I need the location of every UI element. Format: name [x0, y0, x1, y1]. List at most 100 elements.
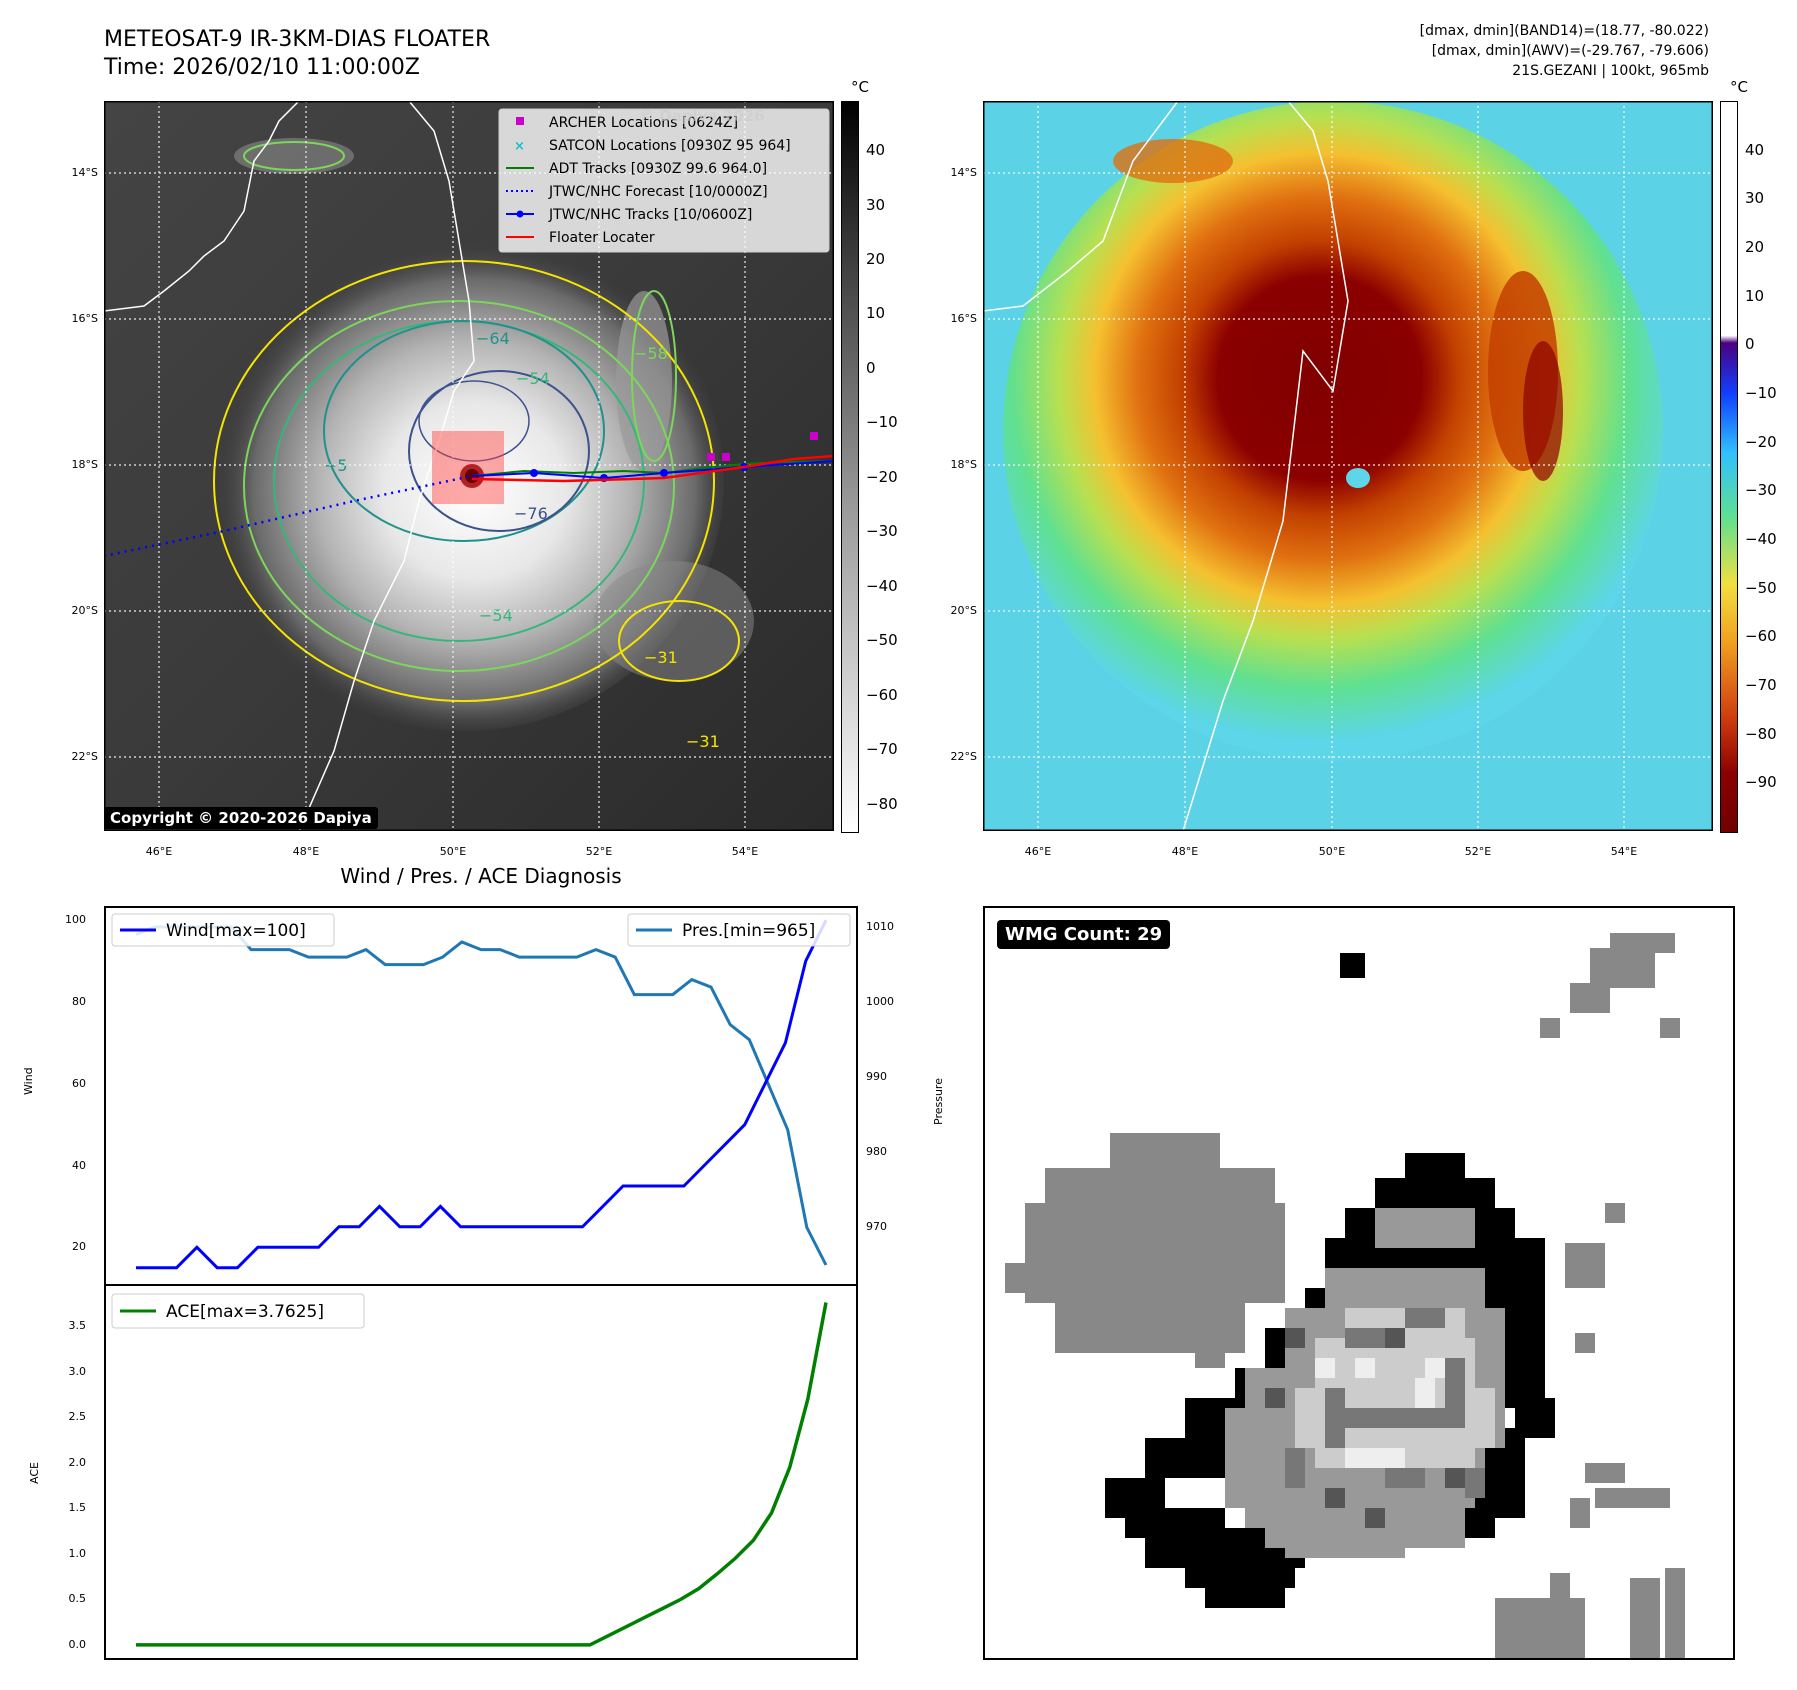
awv-colorbar: [1720, 101, 1738, 833]
ir-colorbar-tick: −60: [866, 685, 898, 704]
lat-tick-label: 22°S: [950, 750, 977, 763]
awv-colorbar-tick: −30: [1745, 481, 1777, 500]
ace-tick-label: 3.5: [68, 1319, 87, 1333]
awv-colorbar-tick: −50: [1745, 578, 1777, 597]
awv-colorbar-tick: −20: [1745, 432, 1777, 451]
ir-colorbar-tick: −80: [866, 794, 898, 813]
copyright-label: Copyright © 2020-2026 Dapiya: [104, 807, 378, 829]
wind-axis-label: Wind: [22, 1067, 35, 1095]
ir-colorbar-tick: 20: [866, 249, 886, 268]
contour-label: −54: [479, 606, 513, 625]
wind-tick-label: 40: [72, 1158, 86, 1172]
archer-marker-icon: [516, 117, 524, 125]
legend-forecast: JTWC/NHC Forecast [10/0000Z]: [548, 184, 768, 200]
awv-colorbar-unit: °C: [1730, 78, 1748, 96]
pressure-tick-label: 1010: [866, 920, 894, 934]
legend-satcon: SATCON Locations [0930Z 95 964]: [549, 138, 791, 154]
ir-colorbar-tick: 0: [866, 358, 876, 377]
ir-colorbar-tick: 10: [866, 304, 886, 323]
ir-satellite-panel: −64 −54 −58 −76 −54 −31 −31 −5: [103, 100, 835, 832]
lon-tick-label: 48°E: [292, 845, 320, 858]
awv-colorbar-tick: −70: [1745, 676, 1777, 694]
lat-tick-label: 18°S: [950, 458, 977, 471]
pressure-tick-label: 970: [866, 1220, 887, 1234]
ace-tick-label: 3.0: [68, 1364, 87, 1378]
contour-label: −54: [516, 369, 550, 388]
ir-colorbar-tick: 40: [866, 141, 886, 160]
lat-tick-label: 14°S: [950, 166, 977, 179]
legend-tracks: JTWC/NHC Tracks [10/0600Z]: [548, 207, 752, 223]
contour-label: −76: [514, 504, 548, 523]
lon-tick-label: 46°E: [145, 845, 173, 858]
awv-colorbar-tick: 20: [1745, 238, 1765, 256]
ir-colorbar: [841, 101, 859, 833]
awv-colorbar-tick: 10: [1745, 286, 1765, 305]
awv-colorbar-tick: −80: [1745, 724, 1777, 743]
pressure-legend-label: Pres.[min=965]: [682, 921, 815, 941]
ir-map-svg: −64 −54 −58 −76 −54 −31 −31 −5: [103, 100, 835, 832]
pressure-series-line: [135, 925, 828, 1266]
pressure-axis-label: Pressure: [932, 1078, 945, 1125]
ir-colorbar-tick: −30: [866, 522, 898, 541]
awv-colorbar-tick: −60: [1745, 627, 1777, 646]
awv-colorbar-tick: −10: [1745, 384, 1777, 402]
lon-tick-label: 54°E: [1610, 845, 1638, 858]
legend-floater: Floater Locater: [549, 230, 655, 246]
wind-tick-label: 20: [72, 1240, 86, 1254]
ace-legend: ACE[max=3.7625]: [111, 1293, 365, 1329]
wind-tick-label: 60: [72, 1076, 86, 1090]
lon-tick-label: 54°E: [731, 845, 759, 858]
wind-legend: Wind[max=100]: [111, 913, 335, 947]
legend-archer: ARCHER Locations [0624Z]: [549, 115, 738, 131]
diagnosis-title: Wind / Pres. / ACE Diagnosis: [340, 864, 622, 888]
ir-colorbar-tick: 30: [866, 195, 886, 214]
pressure-tick-label: 990: [866, 1070, 887, 1084]
wind-pressure-svg: Wind[max=100] Pres.[min=965]: [104, 906, 858, 1286]
contour-label: −31: [686, 732, 720, 751]
watermark-label: © Dapiya 2026: [639, 107, 765, 125]
legend-adt: ADT Tracks [0930Z 99.6 964.0]: [549, 161, 767, 177]
ir-colorbar-tick: −50: [866, 631, 898, 650]
ace-tick-label: 0.0: [68, 1637, 87, 1651]
map-title-line1: METEOSAT-9 IR-3KM-DIAS FLOATER: [104, 27, 491, 52]
lat-tick-label: 22°S: [71, 750, 98, 763]
ace-chart: ACE[max=3.7625]: [104, 1284, 858, 1660]
ace-tick-label: 2.5: [68, 1410, 87, 1424]
ir-colorbar-tick: −40: [866, 576, 898, 595]
ir-colorbar-tick: −10: [866, 413, 898, 432]
awv-colorbar-tick: 30: [1745, 189, 1765, 208]
lat-tick-label: 16°S: [950, 312, 977, 325]
wind-legend-label: Wind[max=100]: [166, 921, 306, 941]
ace-axis-label: ACE: [28, 1462, 41, 1484]
ace-tick-label: 0.5: [68, 1592, 87, 1606]
lon-tick-label: 48°E: [1171, 845, 1199, 858]
wind-series-line: [136, 919, 828, 1270]
awv-colorbar-tick: −40: [1745, 530, 1777, 548]
lon-tick-label: 50°E: [1318, 845, 1346, 858]
lat-tick-label: 16°S: [71, 312, 98, 325]
ace-series-line: [136, 1302, 828, 1647]
ace-legend-label: ACE[max=3.7625]: [166, 1302, 324, 1322]
contour-label: −58: [634, 344, 668, 363]
wmg-panel: WMG Count: 29: [983, 906, 1735, 1660]
map-title-line2: Time: 2026/02/10 11:00:00Z: [104, 55, 420, 80]
lon-tick-label: 50°E: [439, 845, 467, 858]
ir-colorbar-unit: °C: [851, 78, 869, 96]
wmg-grid-svg: [1005, 933, 1685, 1658]
lat-tick-label: 20°S: [71, 604, 98, 617]
awv-satellite-panel: [982, 100, 1714, 832]
lat-tick-label: 18°S: [71, 458, 98, 471]
awv-colorbar-tick: 40: [1745, 140, 1765, 159]
ir-legend: ARCHER Locations [0624Z] × SATCON Locati…: [498, 108, 830, 253]
lon-tick-label: 52°E: [1464, 845, 1492, 858]
info-line3: 21S.GEZANI | 100kt, 965mb: [1512, 63, 1709, 79]
awv-colorbar-tick: −90: [1745, 773, 1777, 792]
ir-colorbar-tick: −20: [866, 467, 898, 486]
lat-tick-label: 14°S: [71, 166, 98, 179]
contour-label: −64: [476, 329, 510, 348]
contour-label: −31: [644, 648, 678, 667]
satcon-marker-icon: ×: [514, 139, 525, 154]
lat-tick-label: 20°S: [950, 604, 977, 617]
info-line2: [dmax, dmin](AWV)=(-29.767, -79.606): [1431, 43, 1709, 59]
ace-tick-label: 1.0: [68, 1546, 87, 1560]
